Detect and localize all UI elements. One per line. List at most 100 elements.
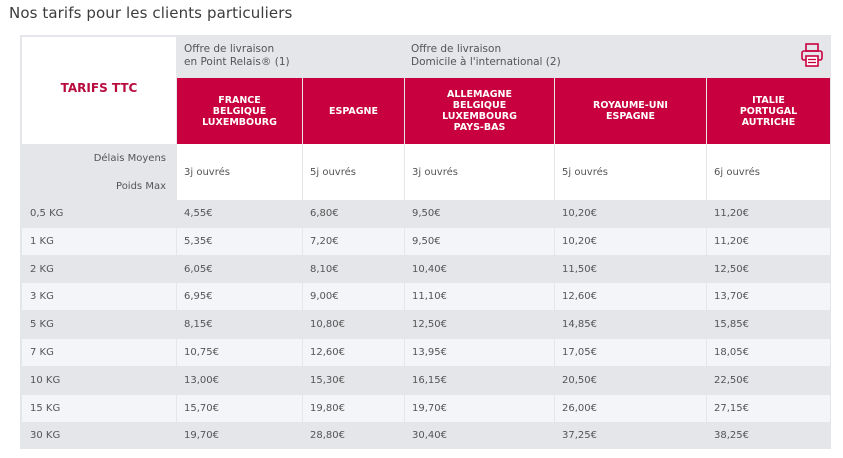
- price-cell: 11,50€: [555, 255, 706, 283]
- price-cell: 9,50€: [405, 227, 554, 255]
- weight-cell: 0,5 KG: [22, 200, 176, 227]
- price-cell: 28,80€: [303, 422, 404, 450]
- weight-cell: 3 KG: [22, 283, 176, 311]
- price-cell: 22,50€: [707, 366, 830, 394]
- weight-cell: 2 KG: [22, 255, 176, 283]
- price-cell: 16,15€: [405, 366, 554, 394]
- delay-cell: 5j ouvrés: [555, 144, 706, 200]
- page-title: Nos tarifs pour les clients particuliers: [9, 4, 293, 22]
- country-column-header: ITALIE PORTUGAL AUTRICHE: [707, 78, 830, 144]
- price-cell: 4,55€: [177, 200, 302, 227]
- price-cell: 10,75€: [177, 339, 302, 366]
- price-cell: 11,20€: [707, 200, 830, 227]
- price-cell: 15,85€: [707, 311, 830, 339]
- country-name: BELGIQUE: [452, 100, 507, 111]
- weight-cell: 5 KG: [22, 311, 176, 339]
- price-cell: 6,80€: [303, 200, 404, 227]
- table-row: 30 KG 19,70€ 28,80€ 30,40€ 37,25€ 38,25€: [22, 422, 830, 450]
- country-name: LUXEMBOURG: [202, 116, 277, 128]
- price-cell: 9,00€: [303, 283, 404, 311]
- country-name: ROYAUME-UNI: [593, 100, 668, 111]
- price-cell: 12,50€: [707, 255, 830, 283]
- price-cell: 27,15€: [707, 394, 830, 422]
- table-row: 2 KG 6,05€ 8,10€ 10,40€ 11,50€ 12,50€: [22, 255, 830, 283]
- price-cell: 11,10€: [405, 283, 554, 311]
- delay-row: Délais Moyens Poids Max 3j ouvrés 5j ouvrés…: [22, 144, 830, 200]
- price-cell: 37,25€: [555, 422, 706, 450]
- price-cell: 13,00€: [177, 366, 302, 394]
- country-column-header: ROYAUME-UNI ESPAGNE: [555, 78, 706, 144]
- delay-cell: 5j ouvrés: [303, 144, 404, 200]
- country-name: ITALIE: [752, 94, 785, 106]
- price-cell: 7,20€: [303, 227, 404, 255]
- delay-value: 6j ouvrés: [714, 167, 760, 178]
- delay-value: 5j ouvrés: [562, 167, 608, 178]
- price-cell: 6,05€: [177, 255, 302, 283]
- price-cell: 13,70€: [707, 283, 830, 311]
- country-name: ALLEMAGNE: [447, 89, 512, 100]
- price-cell: 8,10€: [303, 255, 404, 283]
- price-cell: 12,60€: [555, 283, 706, 311]
- country-column-header: ESPAGNE: [303, 78, 404, 144]
- price-cell: 5,35€: [177, 227, 302, 255]
- country-column-header: ALLEMAGNE BELGIQUE LUXEMBOURG PAYS-BAS: [405, 78, 554, 144]
- table-row: 0,5 KG 4,55€ 6,80€ 9,50€ 10,20€ 11,20€: [22, 200, 830, 227]
- offer-point-relais-label: Offre de livraison en Point Relais® (1): [184, 43, 290, 68]
- weight-cell: 1 KG: [22, 227, 176, 255]
- price-cell: 9,50€: [405, 200, 554, 227]
- weight-cell: 10 KG: [22, 366, 176, 394]
- price-cell: 6,95€: [177, 283, 302, 311]
- price-cell: 11,20€: [707, 227, 830, 255]
- country-name: PORTUGAL: [739, 105, 798, 117]
- offer-domicile-label: Offre de livraison Domicile à l'internat…: [411, 43, 561, 68]
- price-cell: 26,00€: [555, 394, 706, 422]
- price-cell: 12,50€: [405, 311, 554, 339]
- table-row: 1 KG 5,35€ 7,20€ 9,50€ 10,20€ 11,20€: [22, 227, 830, 255]
- country-name: PAYS-BAS: [453, 122, 506, 133]
- table-row: 7 KG 10,75€ 12,60€ 13,95€ 17,05€ 18,05€: [22, 339, 830, 366]
- price-cell: 14,85€: [555, 311, 706, 339]
- weight-cell: 15 KG: [22, 394, 176, 422]
- weight-label: Poids Max: [116, 181, 166, 192]
- country-name: LUXEMBOURG: [442, 111, 517, 122]
- delay-value: 3j ouvrés: [412, 167, 458, 178]
- country-name: FRANCE: [218, 94, 261, 106]
- corner-header-cell: TARIFS TTC: [22, 37, 176, 144]
- delay-value: 3j ouvrés: [184, 167, 230, 178]
- table-row: 15 KG 15,70€ 19,80€ 19,70€ 26,00€ 27,15€: [22, 394, 830, 422]
- table-row: 10 KG 13,00€ 15,30€ 16,15€ 20,50€ 22,50€: [22, 366, 830, 394]
- price-cell: 20,50€: [555, 366, 706, 394]
- delay-label: Délais Moyens: [93, 153, 166, 164]
- price-cell: 19,70€: [405, 394, 554, 422]
- country-name: ESPAGNE: [328, 105, 378, 117]
- delay-cell: 6j ouvrés: [707, 144, 830, 200]
- delay-cell: 3j ouvrés: [405, 144, 554, 200]
- price-cell: 10,20€: [555, 200, 706, 227]
- country-name: AUTRICHE: [741, 116, 796, 128]
- table-row: 3 KG 6,95€ 9,00€ 11,10€ 12,60€ 13,70€: [22, 283, 830, 311]
- country-name: BELGIQUE: [212, 105, 267, 117]
- price-cell: 17,05€: [555, 339, 706, 366]
- country-column-header: FRANCE BELGIQUE LUXEMBOURG: [177, 78, 302, 144]
- country-name: ESPAGNE: [605, 111, 655, 122]
- price-cell: 19,80€: [303, 394, 404, 422]
- table-row: 5 KG 8,15€ 10,80€ 12,50€ 14,85€ 15,85€: [22, 311, 830, 339]
- price-cell: 30,40€: [405, 422, 554, 450]
- delay-value: 5j ouvrés: [310, 167, 356, 178]
- price-cell: 15,30€: [303, 366, 404, 394]
- price-cell: 12,60€: [303, 339, 404, 366]
- price-cell: 38,25€: [707, 422, 830, 450]
- price-cell: 10,80€: [303, 311, 404, 339]
- corner-header-label: TARIFS TTC: [60, 80, 138, 95]
- price-cell: 10,40€: [405, 255, 554, 283]
- delay-cell: 3j ouvrés: [177, 144, 302, 200]
- weight-cell: 7 KG: [22, 339, 176, 366]
- price-cell: 15,70€: [177, 394, 302, 422]
- price-cell: 13,95€: [405, 339, 554, 366]
- weight-cell: 30 KG: [22, 422, 176, 450]
- printer-icon[interactable]: [800, 42, 824, 68]
- price-cell: 10,20€: [555, 227, 706, 255]
- price-cell: 18,05€: [707, 339, 830, 366]
- price-cell: 19,70€: [177, 422, 302, 450]
- price-cell: 8,15€: [177, 311, 302, 339]
